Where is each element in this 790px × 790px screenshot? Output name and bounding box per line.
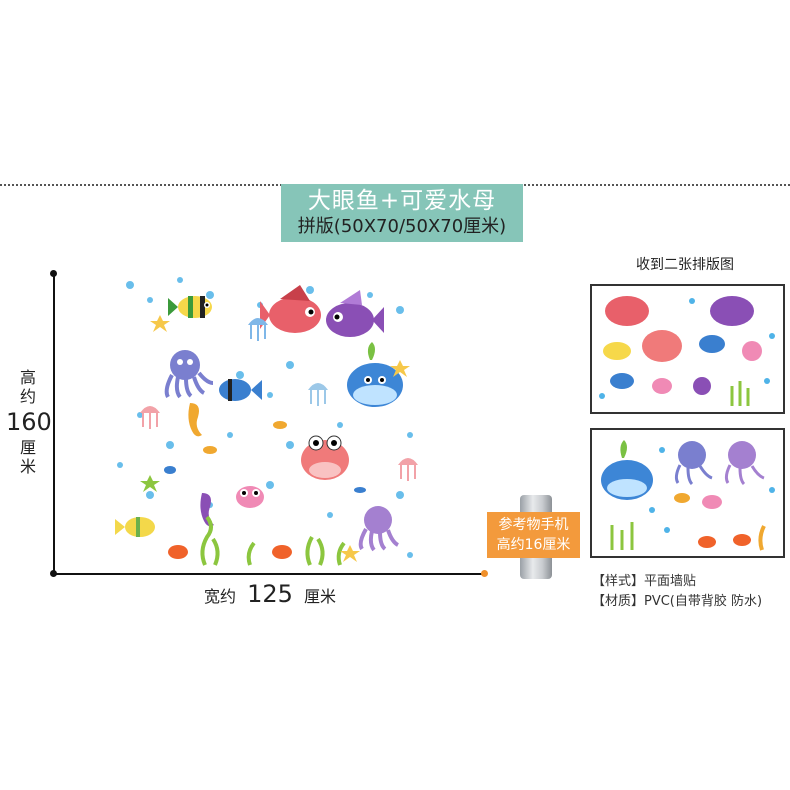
phone-label-line1: 参考物手机 [498, 517, 569, 533]
phone-reference-label: 参考物手机 高约16厘米 [487, 512, 580, 558]
blue-whale [347, 342, 403, 407]
purple-angelfish [326, 290, 384, 337]
layout-sheet-2 [590, 428, 785, 558]
sheet-2-illustration [601, 440, 775, 551]
jellyfish-group [140, 318, 418, 481]
width-axis [55, 573, 485, 575]
purple-octopus [358, 506, 400, 552]
seaweed [200, 515, 346, 566]
height-axis [53, 273, 55, 575]
height-prefix: 高约 [19, 368, 36, 406]
width-unit: 厘米 [304, 587, 337, 606]
bubbles [117, 277, 413, 558]
axis-right-dot [481, 570, 488, 577]
blue-fish [219, 379, 262, 401]
product-subtitle: 拼版(50X70/50X70厘米) [297, 216, 507, 237]
phone-label-line2: 高约16厘米 [496, 537, 571, 553]
height-label: 高约 160 厘米 [6, 368, 52, 476]
layout-sheets-title: 收到二张排版图 [636, 257, 734, 273]
layout-sheet-1 [590, 284, 785, 414]
purple-seahorse [200, 493, 214, 527]
blue-octopus [164, 350, 214, 399]
striped-fish [168, 296, 212, 318]
height-value: 160 [6, 408, 52, 436]
ocean-sticker-illustration [115, 277, 418, 566]
product-title: 大眼鱼+可爱水母 [307, 188, 497, 214]
sheet-1-illustration [599, 296, 775, 406]
crabs [168, 545, 292, 559]
pink-pufferfish [301, 435, 349, 480]
title-banner: 大眼鱼+可爱水母 拼版(50X70/50X70厘米) [281, 184, 523, 242]
axis-top-dot [50, 270, 57, 277]
width-label: 宽约 125 厘米 [140, 580, 400, 608]
small-creatures [140, 315, 410, 562]
height-unit: 厘米 [19, 438, 36, 476]
yellow-fish [115, 517, 155, 537]
width-prefix: 宽约 [203, 587, 236, 606]
axis-origin-dot [50, 570, 57, 577]
pink-fish [236, 486, 264, 508]
spec-material: 【材质】PVC(自带背胶 防水) [592, 594, 763, 609]
spec-style: 【样式】平面墙贴 [592, 574, 697, 589]
sticker-artwork [110, 265, 430, 570]
width-value: 125 [247, 580, 293, 608]
seahorse [188, 403, 202, 437]
